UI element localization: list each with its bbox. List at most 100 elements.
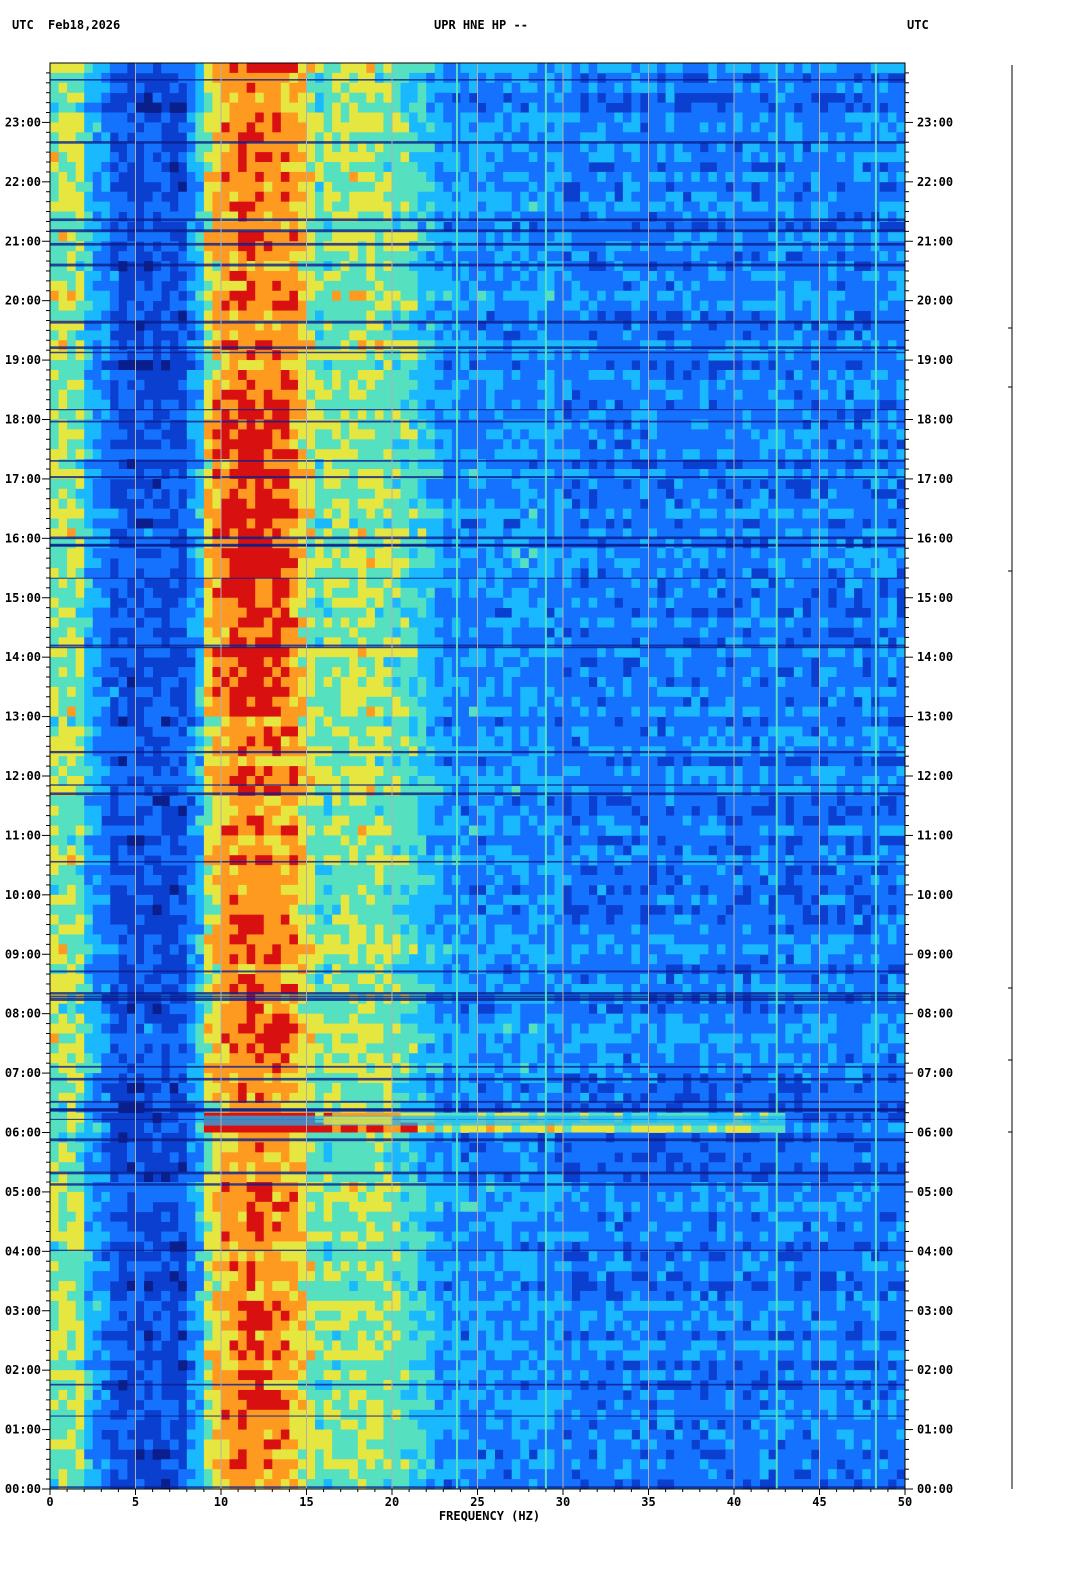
- spectrogram-cell: [281, 340, 290, 350]
- spectrogram-cell: [212, 93, 221, 103]
- spectrogram-cell: [366, 410, 375, 420]
- spectrogram-cell: [204, 548, 213, 558]
- spectrogram-cell: [76, 479, 85, 489]
- spectrogram-cell: [503, 301, 512, 311]
- spectrogram-cell: [708, 142, 717, 152]
- spectrogram-cell: [401, 519, 410, 529]
- spectrogram-cell: [332, 598, 341, 608]
- spectrogram-cell: [349, 350, 358, 360]
- spectrogram-cell: [230, 231, 239, 241]
- spectrogram-cell: [281, 93, 290, 103]
- spectrogram-cell: [811, 281, 820, 291]
- spectrogram-cell: [760, 350, 769, 360]
- spectrogram-cell: [554, 301, 563, 311]
- spectrogram-cell: [837, 192, 846, 202]
- spectrogram-cell: [101, 192, 110, 202]
- spectrogram-cell: [332, 558, 341, 568]
- spectrogram-cell: [110, 519, 119, 529]
- spectrogram-cell: [777, 63, 786, 73]
- spectrogram-cell: [418, 400, 427, 410]
- spectrogram-cell: [649, 380, 658, 390]
- spectrogram-cell: [315, 251, 324, 261]
- spectrogram-cell: [734, 152, 743, 162]
- spectrogram-cell: [512, 231, 521, 241]
- spectrogram-cell: [631, 489, 640, 499]
- spectrogram-cell: [760, 509, 769, 519]
- spectrogram-cell: [195, 499, 204, 509]
- spectrogram-cell: [896, 132, 905, 142]
- spectrogram-cell: [221, 281, 230, 291]
- spectrogram-cell: [691, 380, 700, 390]
- spectrogram-cell: [341, 588, 350, 598]
- spectrogram-cell: [178, 410, 187, 420]
- spectrogram-cell: [486, 439, 495, 449]
- spectrogram-cell: [195, 548, 204, 558]
- spectrogram-cell: [272, 380, 281, 390]
- spectrogram-cell: [50, 93, 59, 103]
- spectrogram-cell: [486, 598, 495, 608]
- spectrogram-cell: [230, 360, 239, 370]
- spectrogram-cell: [896, 350, 905, 360]
- spectrogram-cell: [845, 340, 854, 350]
- spectrogram-cell: [657, 83, 666, 93]
- spectrogram-cell: [247, 360, 256, 370]
- spectrogram-cell: [503, 231, 512, 241]
- spectrogram-cell: [794, 548, 803, 558]
- spectrogram-cell: [178, 449, 187, 459]
- spectrogram-cell: [520, 578, 529, 588]
- spectrogram-cell: [264, 281, 273, 291]
- spectrogram-cell: [572, 439, 581, 449]
- spectrogram-cell: [854, 142, 863, 152]
- spectrogram-cell: [743, 509, 752, 519]
- spectrogram-cell: [717, 162, 726, 172]
- spectrogram-cell: [657, 122, 666, 132]
- spectrogram-cell: [358, 231, 367, 241]
- spectrogram-cell: [110, 192, 119, 202]
- spectrogram-cell: [332, 519, 341, 529]
- spectrogram-cell: [845, 122, 854, 132]
- spectrogram-cell: [785, 390, 794, 400]
- spectrogram-cell: [298, 83, 307, 93]
- spectrogram-cell: [409, 162, 418, 172]
- spectrogram-cell: [375, 410, 384, 420]
- spectrogram-cell: [324, 103, 333, 113]
- spectrogram-cell: [238, 350, 247, 360]
- spectrogram-cell: [392, 192, 401, 202]
- spectrogram-cell: [862, 330, 871, 340]
- spectrogram-cell: [478, 429, 487, 439]
- spectrogram-cell: [734, 202, 743, 212]
- spectrogram-cell: [469, 271, 478, 281]
- spectrogram-cell: [76, 598, 85, 608]
- spectrogram-cell: [50, 390, 59, 400]
- spectrogram-cell: [520, 241, 529, 251]
- spectrogram-cell: [845, 499, 854, 509]
- spectrogram-cell: [50, 380, 59, 390]
- spectrogram-cell: [691, 182, 700, 192]
- spectrogram-cell: [554, 400, 563, 410]
- spectrogram-cell: [375, 519, 384, 529]
- spectrogram-cell: [486, 192, 495, 202]
- spectrogram-cell: [734, 340, 743, 350]
- spectrogram-cell: [760, 142, 769, 152]
- spectrogram-cell: [683, 410, 692, 420]
- spectrogram-cell: [341, 439, 350, 449]
- spectrogram-cell: [247, 132, 256, 142]
- spectrogram-cell: [136, 83, 145, 93]
- spectrogram-cell: [572, 350, 581, 360]
- spectrogram-cell: [879, 429, 888, 439]
- spectrogram-cell: [700, 598, 709, 608]
- spectrogram-cell: [204, 370, 213, 380]
- spectrogram-cell: [512, 83, 521, 93]
- spectrogram-cell: [811, 251, 820, 261]
- spectrogram-cell: [50, 340, 59, 350]
- spectrogram-cell: [529, 192, 538, 202]
- spectrogram-cell: [195, 330, 204, 340]
- spectrogram-cell: [760, 241, 769, 251]
- spectrogram-cell: [426, 301, 435, 311]
- spectrogram-cell: [93, 172, 102, 182]
- spectrogram-cell: [879, 132, 888, 142]
- spectrogram-cell: [683, 390, 692, 400]
- spectrogram-cell: [110, 449, 119, 459]
- spectrogram-cell: [580, 410, 589, 420]
- spectrogram-cell: [683, 350, 692, 360]
